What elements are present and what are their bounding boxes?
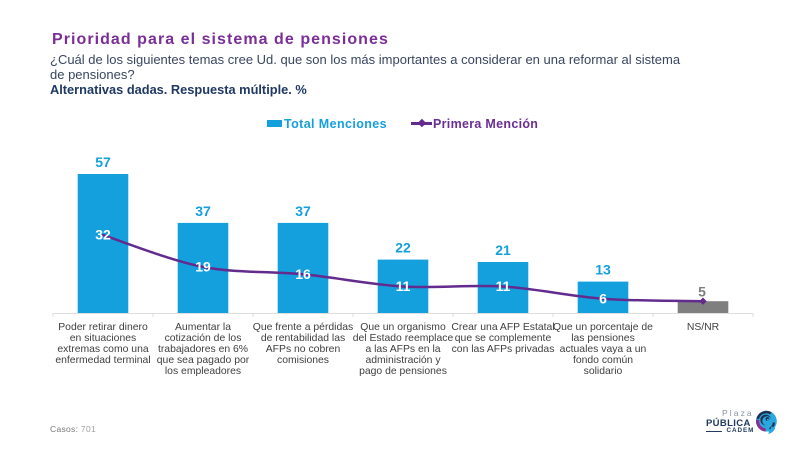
svg-text:37: 37 [295, 203, 311, 219]
svg-text:11: 11 [496, 278, 511, 294]
svg-text:11: 11 [396, 278, 411, 294]
svg-text:19: 19 [195, 259, 211, 275]
svg-text:21: 21 [495, 242, 511, 258]
svg-text:5: 5 [698, 284, 706, 300]
svg-text:6: 6 [599, 290, 607, 306]
svg-text:57: 57 [95, 154, 111, 170]
svg-text:32: 32 [95, 227, 111, 243]
svg-text:13: 13 [595, 262, 611, 278]
svg-text:22: 22 [395, 240, 411, 256]
svg-text:16: 16 [295, 266, 311, 282]
svg-text:37: 37 [195, 203, 211, 219]
